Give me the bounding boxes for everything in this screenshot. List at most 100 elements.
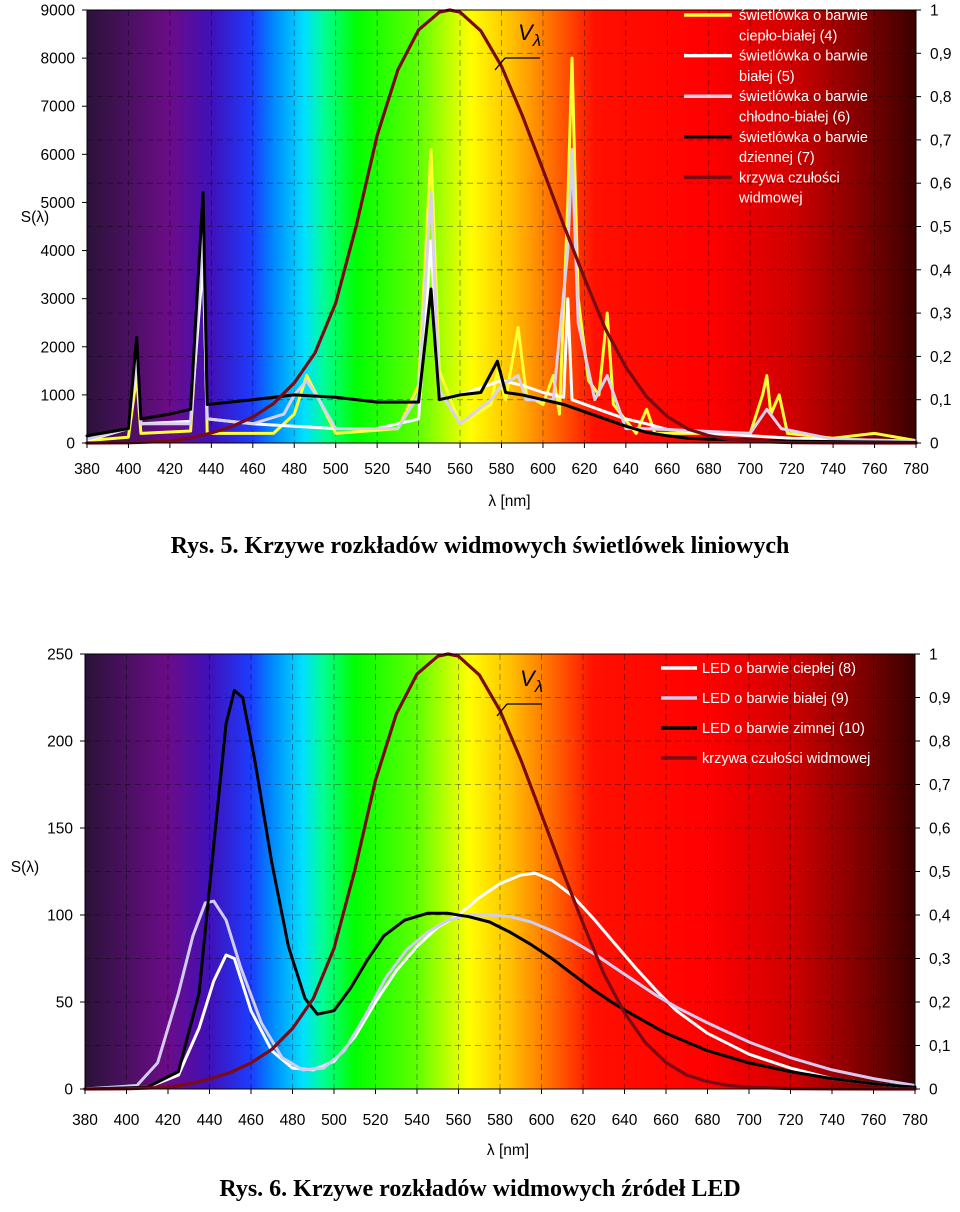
series-line-1 xyxy=(83,899,917,1091)
y2-tick-label: 0,2 xyxy=(930,349,952,366)
legend: LED o barwie ciepłej (8) LED o barwie bia… xyxy=(661,661,870,767)
x-tick-label: 400 xyxy=(116,461,142,478)
y2-tick-label: 0,6 xyxy=(929,821,951,838)
y-tick-label: 0 xyxy=(64,1082,73,1099)
x-tick-label: 680 xyxy=(695,1112,721,1129)
v-lambda-sub: λ xyxy=(532,31,541,50)
y2-tick-label: 0,3 xyxy=(930,306,952,323)
x-tick-label: 420 xyxy=(157,461,183,478)
grid xyxy=(87,10,916,443)
spectrum-background xyxy=(87,10,916,443)
legend-label: świetlówka o barwie xyxy=(739,89,868,105)
y-tick-label: 2000 xyxy=(41,339,76,356)
legend-item-2: LED o barwie zimnej (10) xyxy=(661,721,865,737)
legend-label: ciepło-białej (4) xyxy=(739,28,837,44)
legend-item-1: świetlówka o barwie białej (5) xyxy=(684,49,868,85)
x-tick-label: 640 xyxy=(613,461,639,478)
chart-caption: Rys. 6. Krzywe rozkładów widmowych źróde… xyxy=(219,1176,740,1202)
y-tick-label: 150 xyxy=(47,821,73,838)
spectrum-background xyxy=(85,654,915,1089)
caption-number: Rys. 5. xyxy=(171,533,245,559)
y2-tick-label: 0,4 xyxy=(930,262,952,279)
x-tick-label: 500 xyxy=(323,461,349,478)
x-tick-label: 500 xyxy=(321,1112,347,1129)
x-tick-label: 720 xyxy=(778,1112,804,1129)
series-line-3 xyxy=(83,652,917,1091)
y-tick-label: 8000 xyxy=(41,51,76,68)
legend-label: LED o barwie ciepłej (8) xyxy=(702,661,856,677)
x-tick-label: 480 xyxy=(280,1112,306,1129)
x-tick-label: 680 xyxy=(696,461,722,478)
x-tick-label: 460 xyxy=(238,1112,264,1129)
y-tick-label: 7000 xyxy=(41,99,76,116)
x-tick-label: 580 xyxy=(489,461,515,478)
y2-tick-label: 0,1 xyxy=(930,392,952,409)
x-tick-label: 380 xyxy=(72,1112,98,1129)
legend-label: świetlówka o barwie xyxy=(739,8,868,24)
series-group xyxy=(83,652,917,1091)
x-tick-label: 460 xyxy=(240,461,266,478)
chart-5-svg: 380 400 420 440 460 480 500 520 540 560 580 600 620 6… xyxy=(21,3,952,560)
legend-item-0: świetlówka o barwie ciepło-białej (4) xyxy=(684,8,868,44)
caption-text: Krzywe rozkładów widmowych źródeł LED xyxy=(293,1176,741,1202)
x-tick-label: 740 xyxy=(820,461,846,478)
x-axis-label: λ [nm] xyxy=(488,493,530,510)
v-lambda-sub: λ xyxy=(534,677,543,696)
y2-tick-label: 0 xyxy=(930,436,939,453)
legend-label: widmowej xyxy=(738,191,803,207)
y2-tick-label: 0,4 xyxy=(929,908,951,925)
x-tick-label: 520 xyxy=(363,1112,389,1129)
y-tick-label: 100 xyxy=(47,908,73,925)
chart-caption: Rys. 5. Krzywe rozkładów widmowych świet… xyxy=(171,533,790,559)
chart-figure-6: 380 400 420 440 460 480 500 520 540 560 580 600 620 6… xyxy=(0,640,960,1212)
y-axis-label: S(λ) xyxy=(11,859,39,876)
legend-label: LED o barwie białej (9) xyxy=(702,691,849,707)
x-tick-label: 620 xyxy=(571,461,597,478)
x-tick-label: 480 xyxy=(281,461,307,478)
x-tick-label: 640 xyxy=(612,1112,638,1129)
caption-number: Rys. 6. xyxy=(219,1176,293,1202)
y2-tick-label: 0,8 xyxy=(930,89,952,106)
legend-label: chłodno-białej (6) xyxy=(739,110,850,126)
y2-tick-label: 0 xyxy=(929,1082,938,1099)
legend-label: białej (5) xyxy=(739,69,795,85)
y-tick-label: 4000 xyxy=(41,243,76,260)
x-tick-label: 440 xyxy=(197,1112,223,1129)
y-axis-label: S(λ) xyxy=(21,209,49,226)
y2-tick-label: 0,9 xyxy=(930,46,952,63)
x-tick-label: 400 xyxy=(114,1112,140,1129)
x-tick-label: 380 xyxy=(74,461,100,478)
x-tick-label: 520 xyxy=(364,461,390,478)
x-axis-label: λ [nm] xyxy=(487,1142,529,1159)
y2-tick-label: 0,9 xyxy=(929,690,951,707)
x-tick-label: 760 xyxy=(862,461,888,478)
x-tick-label: 700 xyxy=(737,461,763,478)
legend-item-1: LED o barwie białej (9) xyxy=(661,691,849,707)
y2-tick-label: 0,5 xyxy=(930,219,952,236)
series-group xyxy=(85,8,918,445)
x-tick-label: 600 xyxy=(530,461,556,478)
x-tick-label: 660 xyxy=(654,461,680,478)
x-tick-label: 560 xyxy=(447,461,473,478)
y2-tick-label: 0,5 xyxy=(929,864,951,881)
series-line-2 xyxy=(83,689,917,1091)
y2-tick-label: 0,7 xyxy=(929,777,951,794)
legend-label: świetlówka o barwie xyxy=(739,130,868,146)
x-tick-label: 560 xyxy=(446,1112,472,1129)
x-tick-label: 760 xyxy=(861,1112,887,1129)
legend-item-0: LED o barwie ciepłej (8) xyxy=(661,661,856,677)
y2-tick-label: 0,7 xyxy=(930,132,952,149)
y-tick-label: 200 xyxy=(47,734,73,751)
y-tick-label: 9000 xyxy=(41,3,76,20)
chart-figure-5: 380 400 420 440 460 480 500 520 540 560 580 600 620 6… xyxy=(0,0,960,585)
series-line-3 xyxy=(85,191,918,444)
x-tick-label: 600 xyxy=(529,1112,555,1129)
x-tick-label: 540 xyxy=(406,461,432,478)
y2-tick-label: 0,1 xyxy=(929,1038,951,1055)
legend-item-3: świetlówka o barwie dziennej (7) xyxy=(684,130,868,166)
x-tick-label: 420 xyxy=(155,1112,181,1129)
legend-label: dziennej (7) xyxy=(739,150,815,166)
y2-tick-label: 1 xyxy=(929,647,938,664)
x-tick-label: 580 xyxy=(487,1112,513,1129)
